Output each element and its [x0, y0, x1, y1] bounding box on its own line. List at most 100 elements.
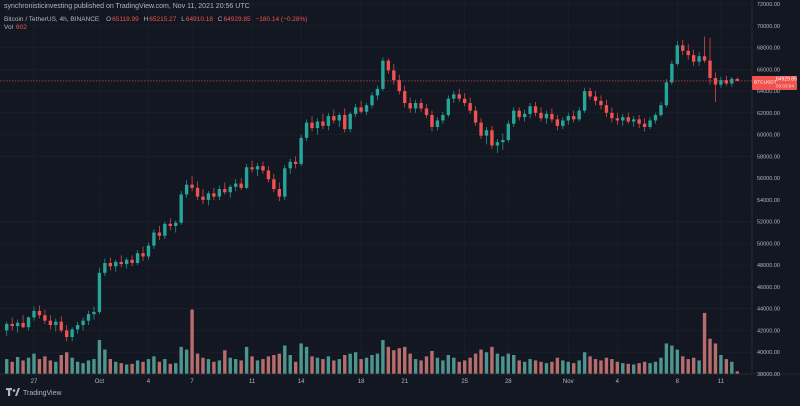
volume-bar: [195, 353, 200, 374]
volume-bar: [653, 361, 658, 374]
candle-body: [10, 323, 14, 327]
change-value: −180.14 (−0.28%): [255, 16, 308, 23]
candle-body: [157, 232, 162, 236]
volume-bar: [403, 346, 407, 374]
candle-body: [735, 78, 739, 81]
candle-body: [337, 115, 341, 121]
x-tick-label: 27: [31, 379, 38, 385]
volume-bar: [5, 359, 9, 374]
candle-body: [593, 96, 598, 101]
candle-body: [179, 194, 183, 223]
open-value: 65119.99: [112, 16, 139, 23]
volume-bar: [424, 356, 429, 374]
candle-body: [555, 119, 560, 126]
volume-bar: [108, 359, 113, 374]
volume-bar: [462, 360, 467, 374]
high-key: H: [143, 16, 149, 23]
y-tick-label: 56000.00: [757, 176, 780, 182]
candle-body: [621, 117, 625, 121]
x-tick-label: 7: [190, 379, 194, 385]
volume-bar: [517, 360, 521, 374]
candle-body: [403, 91, 407, 104]
x-tick-label: 18: [358, 379, 365, 385]
candle-body: [484, 130, 489, 136]
candle-body: [708, 60, 712, 78]
candle-body: [522, 113, 527, 118]
price-axis-labels: 72000.00 70000.00 68000.00 66000.00 64000.00…: [757, 2, 780, 378]
volume-bar: [691, 357, 696, 374]
x-tick-label: 28: [505, 379, 512, 385]
volume-bar: [419, 360, 423, 374]
volume-bar: [59, 355, 63, 374]
volume-bar: [539, 361, 543, 374]
tradingview-logo[interactable]: TradingView: [6, 388, 62, 397]
volume-bar: [408, 353, 412, 374]
volume-label: Vol: [4, 24, 14, 31]
volume-bar: [637, 363, 641, 374]
candle-body: [664, 82, 669, 106]
ohlc-legend: Bitcoin / TetherUS, 4h, BINANCE O65119.9…: [4, 16, 310, 23]
candle-body: [108, 263, 113, 267]
volume-bar: [490, 346, 494, 374]
volume-bar: [119, 363, 123, 374]
price-badge: BTCUSDT 64929.85 03:03:04: [752, 75, 797, 90]
candle-body: [217, 189, 222, 197]
candle-body: [599, 100, 603, 106]
volume-bar: [48, 360, 53, 374]
candle-body: [283, 168, 287, 197]
candle-body: [152, 232, 156, 246]
volume-bar: [441, 360, 445, 374]
volume-bar: [397, 348, 401, 374]
volume-bar: [708, 338, 712, 374]
candle-body: [163, 223, 167, 236]
candle-body: [353, 107, 358, 114]
volume-bar: [348, 353, 352, 374]
volume-bar: [697, 360, 701, 374]
volume-bar: [621, 363, 625, 374]
candle-body: [288, 161, 292, 169]
volume-bar: [473, 353, 478, 374]
volume-bar: [299, 343, 303, 374]
volume-bar: [179, 346, 183, 374]
candle-body: [610, 112, 614, 119]
volume-bar: [92, 359, 96, 374]
volume-bar: [244, 346, 249, 374]
candle-body: [702, 56, 707, 61]
candle-body: [424, 108, 429, 115]
candle-body: [32, 310, 36, 318]
candle-body: [561, 120, 565, 126]
y-tick-label: 66000.00: [757, 67, 780, 73]
y-tick-label: 46000.00: [757, 285, 780, 291]
time-axis-labels: 27 Oct 4 7 11 14 18 21 25 28 Nov 4 8 11: [31, 379, 725, 385]
candle-body: [452, 94, 456, 99]
volume-bar: [681, 356, 685, 374]
candle-body: [195, 187, 200, 197]
volume-bar: [157, 361, 162, 374]
candle-body: [124, 259, 129, 265]
candle-body: [223, 189, 227, 193]
candle-body: [397, 80, 401, 92]
volume-bar: [675, 349, 679, 374]
candle-body: [135, 253, 140, 263]
volume-bar: [146, 359, 151, 374]
volume-bar: [659, 357, 663, 374]
volume-bar: [65, 352, 69, 374]
candle-body: [648, 120, 652, 127]
volume-bar: [353, 352, 358, 374]
y-tick-label: 38000.00: [757, 372, 780, 378]
volume-bar: [566, 361, 570, 374]
volume-bar: [206, 359, 211, 374]
candle-body: [550, 113, 554, 120]
volume-bar: [234, 359, 238, 374]
volume-bar: [719, 355, 723, 374]
volume-bar: [735, 371, 739, 374]
volume-bar: [730, 361, 734, 374]
candle-body: [174, 222, 178, 226]
candle-body: [190, 184, 194, 188]
volume-bar: [370, 355, 374, 374]
price-badge-price: 64929.85: [776, 76, 797, 82]
volume-bar: [588, 356, 592, 374]
volume-bar: [135, 360, 140, 374]
x-tick-label: 21: [401, 379, 408, 385]
